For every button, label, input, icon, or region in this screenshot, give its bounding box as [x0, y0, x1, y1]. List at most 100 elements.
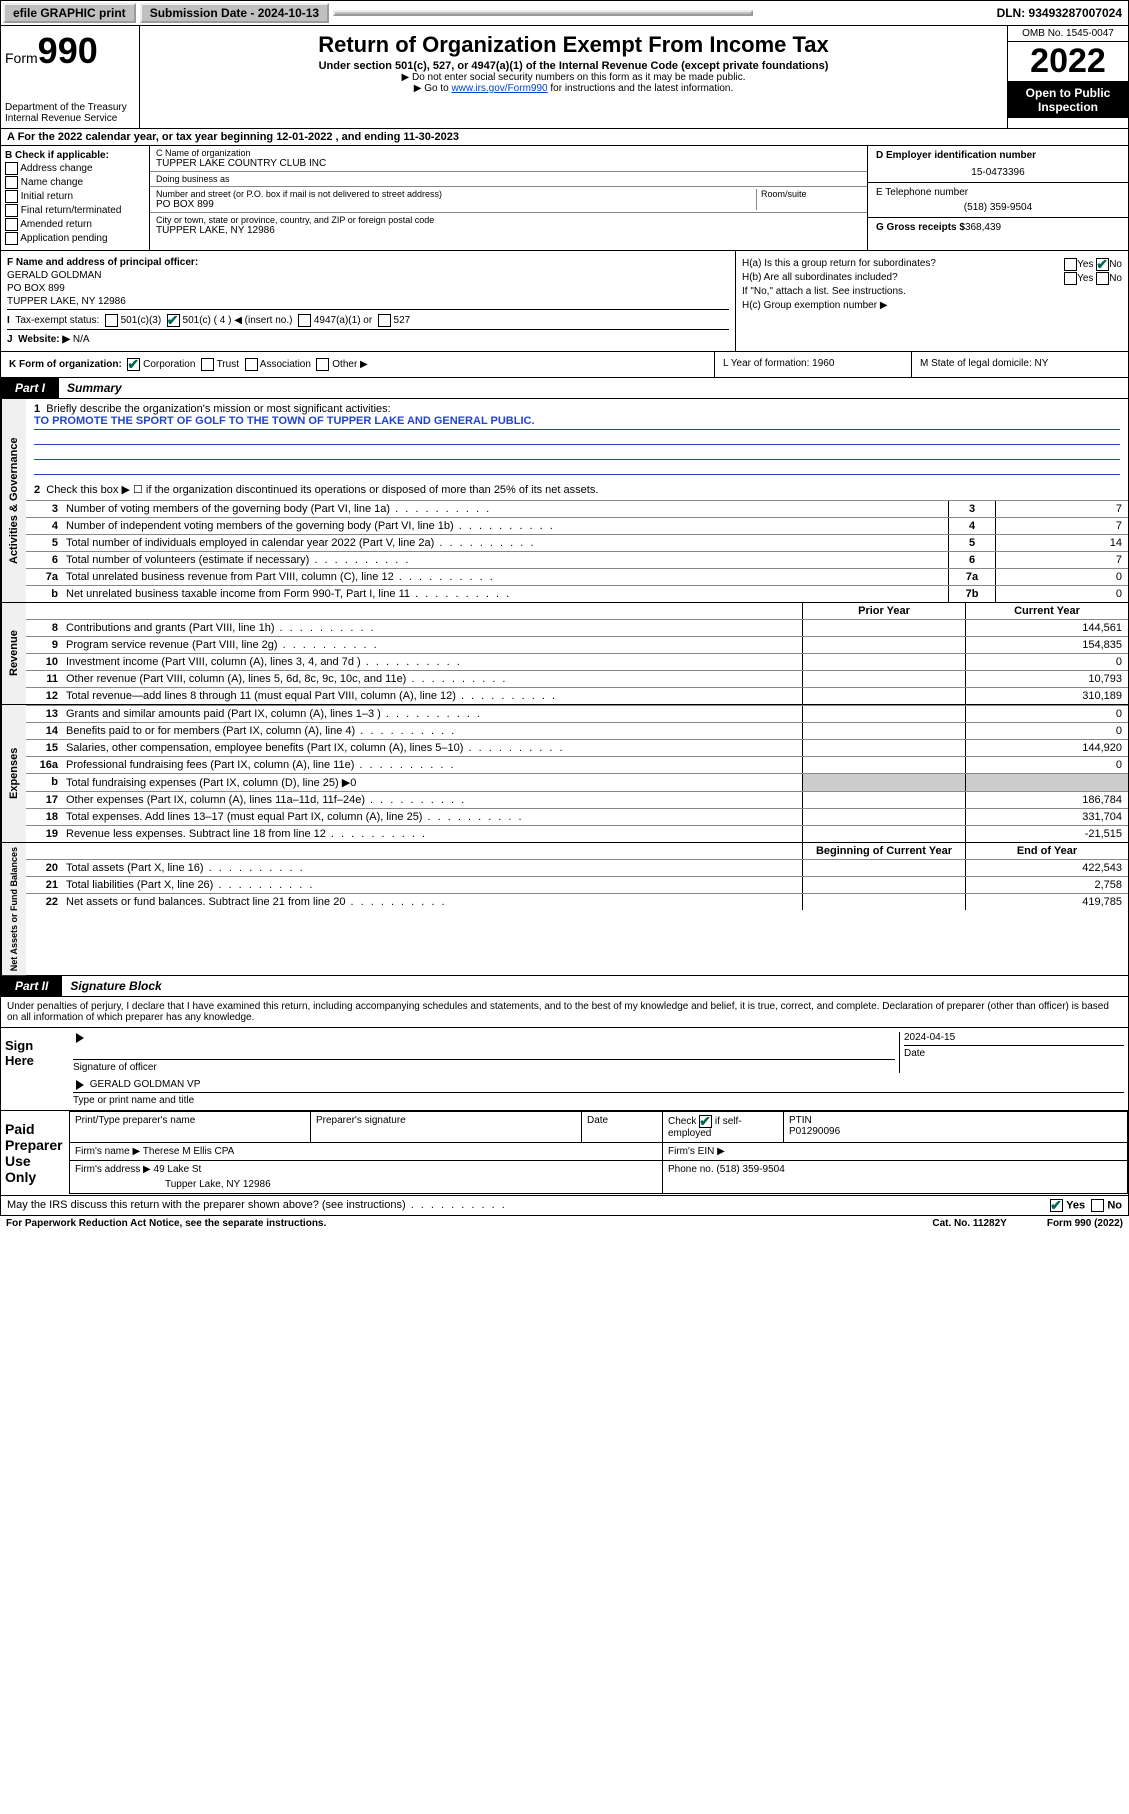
year-formation: L Year of formation: 1960 — [714, 352, 911, 377]
end-year-header: End of Year — [965, 843, 1128, 859]
line-num: b — [26, 586, 62, 602]
line-14: 14 Benefits paid to or for members (Part… — [26, 722, 1128, 739]
check-trust[interactable] — [201, 358, 214, 371]
line-desc: Total number of individuals employed in … — [62, 535, 948, 551]
discuss-yes[interactable] — [1050, 1199, 1063, 1212]
check-address-change[interactable]: Address change — [5, 162, 145, 175]
check-initial-return[interactable]: Initial return — [5, 190, 145, 203]
check-501c3[interactable] — [105, 314, 118, 327]
check-name-change[interactable]: Name change — [5, 176, 145, 189]
line-num: 12 — [26, 688, 62, 704]
mission-blank-1 — [34, 430, 1120, 445]
line-desc: Benefits paid to or for members (Part IX… — [62, 723, 802, 739]
efile-button[interactable]: efile GRAPHIC print — [3, 3, 136, 23]
row-a-tax-year: A For the 2022 calendar year, or tax yea… — [0, 128, 1129, 145]
col-b-title: B Check if applicable: — [5, 150, 145, 161]
prep-date-header: Date — [582, 1112, 663, 1143]
hc-label: H(c) Group exemption number ▶ — [742, 300, 1122, 311]
city-value: TUPPER LAKE, NY 12986 — [156, 225, 861, 236]
line-desc: Net assets or fund balances. Subtract li… — [62, 894, 802, 910]
ha-yes[interactable] — [1064, 258, 1077, 271]
tax-exempt-label: Tax-exempt status: — [15, 315, 99, 326]
dln-label: DLN: 93493287007024 — [991, 4, 1128, 22]
irs-discuss-row: May the IRS discuss this return with the… — [0, 1196, 1129, 1216]
check-other[interactable] — [316, 358, 329, 371]
line-current: 310,189 — [965, 688, 1128, 704]
submission-date-button[interactable]: Submission Date - 2024-10-13 — [140, 3, 329, 23]
self-employed-cell: Check if self-employed — [663, 1112, 784, 1143]
ein-value: 15-0473396 — [876, 167, 1120, 178]
line-desc: Net unrelated business taxable income fr… — [62, 586, 948, 602]
line-desc: Other expenses (Part IX, column (A), lin… — [62, 792, 802, 808]
ptin-cell: PTINP01290096 — [784, 1112, 1128, 1143]
line-8: 8 Contributions and grants (Part VIII, l… — [26, 619, 1128, 636]
line-desc: Salaries, other compensation, employee b… — [62, 740, 802, 756]
check-self-employed[interactable] — [699, 1115, 712, 1128]
hb-no[interactable] — [1096, 272, 1109, 285]
q2-label: Check this box ▶ ☐ if the organization d… — [46, 484, 598, 496]
check-4947[interactable] — [298, 314, 311, 327]
line-13: 13 Grants and similar amounts paid (Part… — [26, 705, 1128, 722]
phone-label: E Telephone number — [876, 187, 1120, 198]
current-year-header: Current Year — [965, 603, 1128, 619]
line-prior — [802, 877, 965, 893]
subtitle-1: Under section 501(c), 527, or 4947(a)(1)… — [144, 60, 1003, 72]
blank — [62, 843, 802, 859]
line-prior — [802, 860, 965, 876]
officer-addr1: PO BOX 899 — [7, 283, 729, 294]
form-number: Form990 — [5, 30, 135, 72]
org-name-label: C Name of organization — [156, 148, 861, 158]
blank-button — [333, 10, 753, 16]
officer-name: GERALD GOLDMAN — [7, 270, 729, 281]
line-num: 9 — [26, 637, 62, 653]
check-corporation[interactable] — [127, 358, 140, 371]
blank — [26, 843, 62, 859]
line-prior — [802, 654, 965, 670]
line-current: 0 — [965, 723, 1128, 739]
line-desc: Total assets (Part X, line 16) — [62, 860, 802, 876]
net-assets-section: Net Assets or Fund Balances Beginning of… — [0, 843, 1129, 976]
part-1-tab: Part I — [1, 378, 59, 398]
line-desc: Total expenses. Add lines 13–17 (must eq… — [62, 809, 802, 825]
line-current: 419,785 — [965, 894, 1128, 910]
line-prior-shaded — [802, 774, 965, 791]
irs-discuss-question: May the IRS discuss this return with the… — [7, 1199, 507, 1212]
check-501c[interactable] — [167, 314, 180, 327]
paid-preparer-label: Paid Preparer Use Only — [1, 1111, 69, 1195]
ein-label: D Employer identification number — [876, 150, 1036, 161]
line-b: b Total fundraising expenses (Part IX, c… — [26, 773, 1128, 791]
line-val: 14 — [995, 535, 1128, 551]
check-final-return[interactable]: Final return/terminated — [5, 204, 145, 217]
line-current-shaded — [965, 774, 1128, 791]
hb-yes[interactable] — [1064, 272, 1077, 285]
declaration-text: Under penalties of perjury, I declare th… — [0, 997, 1129, 1028]
discuss-no[interactable] — [1091, 1199, 1104, 1212]
line-desc: Investment income (Part VIII, column (A)… — [62, 654, 802, 670]
row-k-l-m: K Form of organization: Corporation Trus… — [0, 351, 1129, 378]
line-16a: 16a Professional fundraising fees (Part … — [26, 756, 1128, 773]
page-footer: For Paperwork Reduction Act Notice, see … — [0, 1216, 1129, 1231]
name-label: Type or print name and title — [73, 1095, 1124, 1106]
ha-no[interactable] — [1096, 258, 1109, 271]
line-desc: Other revenue (Part VIII, column (A), li… — [62, 671, 802, 687]
part-2-title: Signature Block — [62, 979, 161, 993]
room-label: Room/suite — [761, 189, 861, 199]
check-527[interactable] — [378, 314, 391, 327]
check-amended-return[interactable]: Amended return — [5, 218, 145, 231]
line-box: 4 — [948, 518, 995, 534]
check-association[interactable] — [245, 358, 258, 371]
check-application-pending[interactable]: Application pending — [5, 232, 145, 245]
line-current: 422,543 — [965, 860, 1128, 876]
line-6: 6 Total number of volunteers (estimate i… — [26, 551, 1128, 568]
line-11: 11 Other revenue (Part VIII, column (A),… — [26, 670, 1128, 687]
dept-label: Department of the Treasury Internal Reve… — [5, 102, 135, 124]
mission-blank-3 — [34, 460, 1120, 475]
revenue-section: Revenue Prior Year Current Year 8 Contri… — [0, 603, 1129, 705]
irs-link[interactable]: www.irs.gov/Form990 — [451, 83, 547, 94]
line-desc: Total fundraising expenses (Part IX, col… — [62, 774, 802, 791]
column-c: C Name of organization TUPPER LAKE COUNT… — [150, 146, 867, 250]
signature-label: Signature of officer — [73, 1062, 895, 1073]
preparer-table: Print/Type preparer's name Preparer's si… — [69, 1111, 1128, 1194]
line-num: 11 — [26, 671, 62, 687]
open-public-badge: Open to Public Inspection — [1008, 82, 1128, 118]
